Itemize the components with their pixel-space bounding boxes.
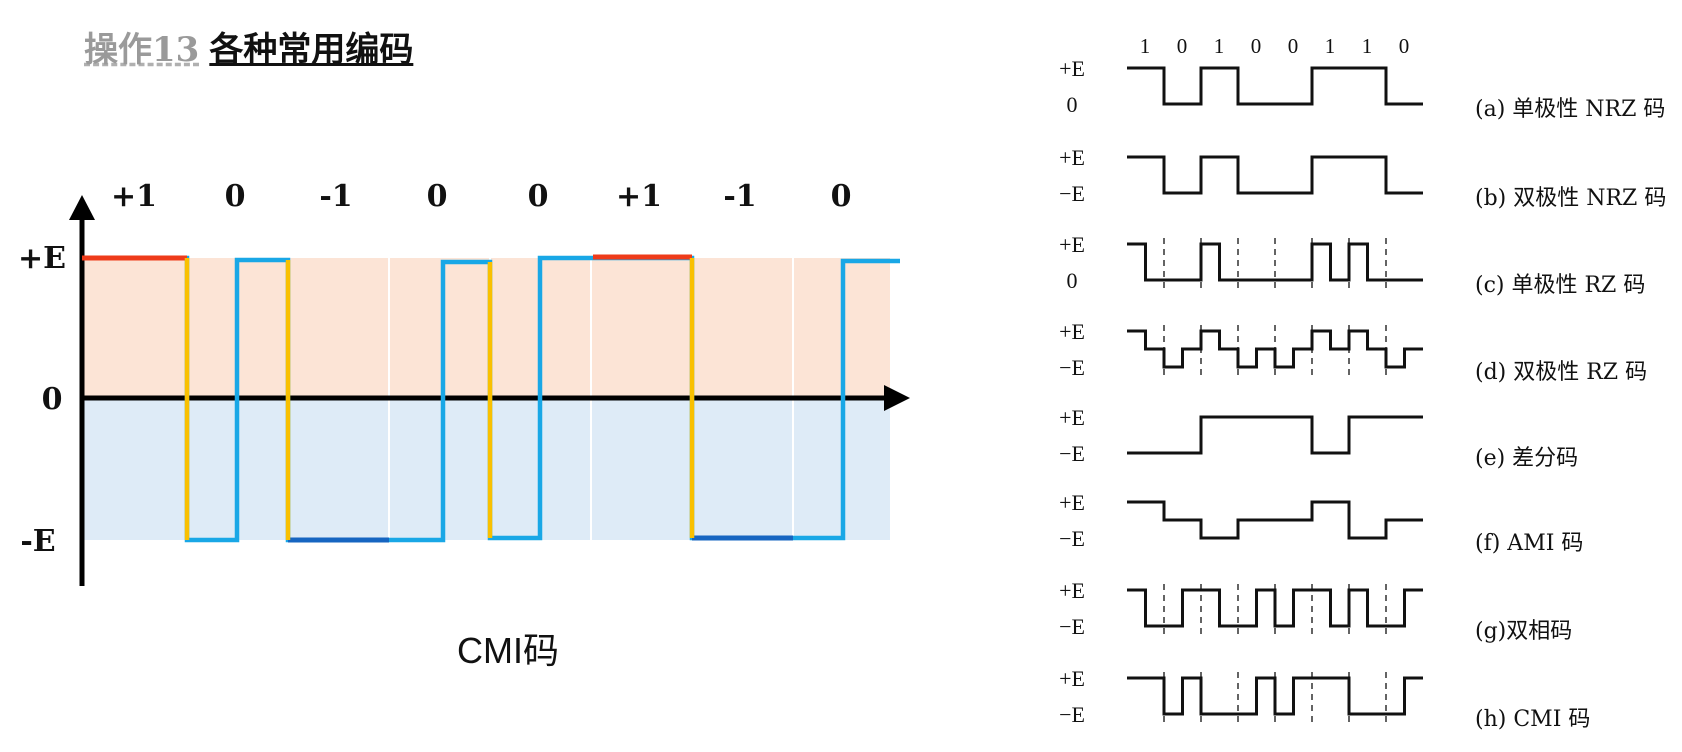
encoding-waveform — [1127, 242, 1423, 282]
slide-title: 操作13 各种常用编码 — [84, 22, 413, 71]
bit-label: 0 — [1177, 34, 1188, 58]
waveform-row-f — [1127, 500, 1423, 540]
waveform-row-h — [1127, 672, 1423, 724]
boundary-transitions — [184, 258, 695, 540]
row-top-label: +E — [1059, 145, 1085, 170]
bit-label: 1 — [1214, 34, 1225, 58]
row-bottom-label: −E — [1059, 181, 1085, 206]
encoding-waveform — [1127, 415, 1423, 455]
waveform-row-a — [1127, 66, 1423, 106]
bit-label: 1 — [1140, 34, 1151, 58]
row-bottom-label: 0 — [1067, 92, 1078, 117]
level-label: 0 — [427, 179, 448, 214]
level-label: +1 — [111, 179, 157, 214]
row-top-label: +E — [1059, 666, 1085, 691]
x-axis-arrow — [884, 385, 910, 411]
bit-label: 0 — [1399, 34, 1410, 58]
y-label-top: +E — [18, 241, 66, 276]
row-top-label: +E — [1059, 578, 1085, 603]
row-caption: (d) 双极性 RZ 码 — [1475, 360, 1647, 385]
bit-label: 0 — [1251, 34, 1262, 58]
row-caption: (a) 单极性 NRZ 码 — [1475, 97, 1665, 122]
bit-label: 1 — [1325, 34, 1336, 58]
encoding-waveform — [1127, 155, 1423, 195]
row-caption: (g)双相码 — [1475, 619, 1572, 644]
row-bottom-label: −E — [1059, 702, 1085, 727]
row-top-label: +E — [1059, 319, 1085, 344]
diagram-caption: CMI码 — [457, 630, 559, 671]
bit-label: 0 — [1288, 34, 1299, 58]
bit-label: 1 — [1362, 34, 1373, 58]
row-top-label: +E — [1059, 490, 1085, 515]
row-top-label: +E — [1059, 56, 1085, 81]
level-label: 0 — [831, 179, 852, 214]
row-bottom-label: −E — [1059, 526, 1085, 551]
row-caption: (h) CMI 码 — [1475, 707, 1590, 732]
encoding-waveform — [1127, 500, 1423, 540]
title-text: 各种常用编码 — [209, 30, 414, 70]
y-axis-arrow — [69, 195, 95, 220]
row-caption: (b) 双极性 NRZ 码 — [1475, 186, 1666, 211]
waveform-row-d — [1127, 325, 1423, 377]
level-label: 0 — [225, 179, 246, 214]
row-caption: (f) AMI 码 — [1475, 531, 1583, 556]
level-label: -1 — [319, 179, 352, 214]
operation-label: 操作13 — [84, 30, 200, 70]
waveform-row-e — [1127, 415, 1423, 455]
level-label: -1 — [723, 179, 756, 214]
waveform-row-g — [1127, 584, 1423, 636]
encoding-waveform — [1127, 66, 1423, 106]
encoding-waveform — [1127, 588, 1423, 628]
axes — [79, 214, 885, 586]
waveform-row-b — [1127, 155, 1423, 195]
row-bottom-label: −E — [1059, 614, 1085, 639]
row-caption: (c) 单极性 RZ 码 — [1475, 273, 1645, 298]
y-label-mid: 0 — [42, 382, 63, 417]
waveform-row-c — [1127, 238, 1423, 290]
level-label: +1 — [616, 179, 662, 214]
row-top-label: +E — [1059, 232, 1085, 257]
upper-band — [82, 258, 890, 398]
row-bottom-label: −E — [1059, 355, 1085, 380]
level-label: 0 — [528, 179, 549, 214]
row-top-label: +E — [1059, 405, 1085, 430]
row-bottom-label: 0 — [1067, 268, 1078, 293]
lower-band — [82, 398, 890, 540]
row-bottom-label: −E — [1059, 441, 1085, 466]
y-label-bottom: -E — [20, 524, 55, 559]
row-caption: (e) 差分码 — [1475, 446, 1578, 471]
